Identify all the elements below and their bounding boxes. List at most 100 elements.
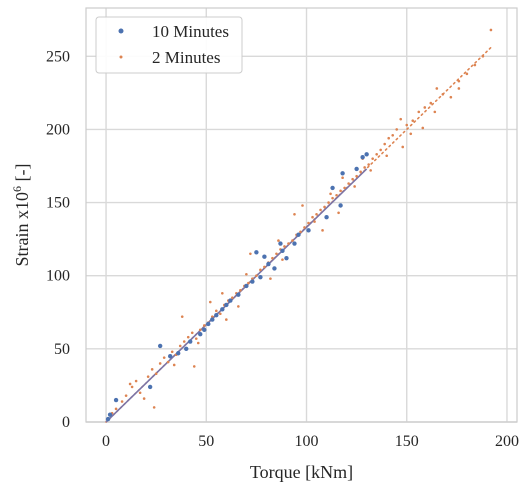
data-point-10-minutes bbox=[364, 152, 369, 157]
data-point-2-minutes bbox=[162, 356, 166, 359]
legend-marker-2-minutes bbox=[119, 55, 123, 59]
x-tick-label: 50 bbox=[198, 433, 214, 450]
y-tick-label: 50 bbox=[54, 341, 70, 358]
data-point-2-minutes bbox=[307, 221, 310, 225]
data-point-2-minutes bbox=[457, 79, 461, 83]
data-point-10-minutes bbox=[167, 353, 173, 359]
y-axis-label-tail: [-] bbox=[12, 164, 32, 186]
data-point-10-minutes bbox=[360, 155, 365, 160]
data-point-2-minutes bbox=[371, 157, 374, 160]
data-point-2-minutes bbox=[291, 239, 294, 242]
data-point-2-minutes bbox=[178, 344, 182, 348]
x-tick-label: 150 bbox=[395, 433, 419, 450]
data-point-2-minutes bbox=[134, 379, 138, 383]
data-point-2-minutes bbox=[327, 201, 330, 204]
data-point-10-minutes bbox=[214, 313, 219, 318]
data-point-10-minutes bbox=[272, 266, 277, 271]
data-point-2-minutes bbox=[154, 372, 158, 376]
data-point-2-minutes bbox=[395, 128, 399, 131]
y-tick-label: 100 bbox=[46, 268, 70, 285]
data-point-2-minutes bbox=[355, 174, 358, 178]
tick-labels: 0 50 100 150 200 0 50 100 150 200 250 bbox=[46, 48, 519, 450]
data-point-2-minutes bbox=[150, 368, 154, 371]
data-point-2-minutes bbox=[299, 230, 302, 234]
data-point-2-minutes bbox=[114, 407, 118, 411]
data-point-10-minutes bbox=[284, 255, 289, 261]
y-tick-label: 150 bbox=[46, 195, 70, 212]
data-point-2-minutes bbox=[124, 394, 128, 397]
data-point-2-minutes bbox=[351, 177, 354, 181]
data-point-2-minutes bbox=[219, 312, 222, 316]
data-point-10-minutes bbox=[280, 248, 285, 254]
data-point-2-minutes bbox=[146, 375, 150, 378]
data-point-10-minutes bbox=[210, 317, 215, 322]
data-point-2-minutes bbox=[323, 205, 326, 209]
data-point-2-minutes bbox=[158, 362, 162, 365]
data-point-2-minutes bbox=[196, 341, 200, 345]
data-point-2-minutes bbox=[417, 110, 421, 114]
data-point-10-minutes bbox=[147, 384, 153, 390]
data-point-2-minutes bbox=[263, 265, 266, 269]
y-tick-label: 250 bbox=[46, 48, 70, 65]
data-point-10-minutes bbox=[236, 292, 241, 297]
data-point-2-minutes bbox=[441, 93, 445, 96]
data-point-2-minutes bbox=[277, 239, 280, 242]
data-point-2-minutes bbox=[387, 136, 391, 140]
data-point-2-minutes bbox=[190, 331, 194, 335]
data-point-2-minutes bbox=[237, 305, 240, 308]
data-point-2-minutes bbox=[259, 268, 262, 272]
data-point-2-minutes bbox=[215, 309, 218, 313]
data-point-2-minutes bbox=[186, 335, 190, 339]
data-point-2-minutes bbox=[435, 87, 439, 90]
data-point-2-minutes bbox=[353, 185, 356, 188]
data-point-2-minutes bbox=[281, 258, 284, 261]
data-point-2-minutes bbox=[391, 133, 395, 137]
y-axis-label-main: Strain x10 bbox=[12, 192, 32, 267]
data-point-2-minutes bbox=[421, 126, 425, 130]
data-point-2-minutes bbox=[429, 101, 433, 105]
data-point-2-minutes bbox=[269, 277, 272, 280]
legend-label-10-minutes: 10 Minutes bbox=[152, 22, 229, 41]
data-point-2-minutes bbox=[331, 196, 334, 200]
legend-box bbox=[95, 16, 243, 74]
axes-frame bbox=[85, 7, 518, 423]
data-point-10-minutes bbox=[306, 228, 311, 233]
data-point-2-minutes bbox=[231, 296, 234, 299]
data-point-2-minutes bbox=[385, 154, 388, 158]
data-point-10-minutes bbox=[296, 232, 301, 237]
data-point-10-minutes bbox=[278, 241, 283, 246]
data-point-2-minutes bbox=[311, 215, 314, 219]
data-layer bbox=[105, 28, 493, 423]
data-point-2-minutes bbox=[225, 318, 228, 321]
data-point-2-minutes bbox=[319, 208, 322, 212]
data-point-2-minutes bbox=[359, 170, 362, 174]
data-point-2-minutes bbox=[128, 382, 132, 386]
data-point-2-minutes bbox=[347, 182, 350, 185]
data-point-2-minutes bbox=[247, 281, 250, 285]
data-point-2-minutes bbox=[489, 28, 493, 32]
data-point-2-minutes bbox=[375, 152, 378, 156]
data-point-10-minutes bbox=[250, 279, 255, 284]
data-point-2-minutes bbox=[138, 391, 142, 395]
plot-background bbox=[86, 8, 517, 422]
x-axis-label: Torque [kNm] bbox=[250, 462, 353, 482]
y-tick-label: 200 bbox=[46, 121, 70, 138]
legend-label-2-minutes: 2 Minutes bbox=[152, 48, 220, 67]
legend-marker-10-minutes bbox=[118, 28, 124, 34]
data-point-2-minutes bbox=[198, 328, 202, 332]
x-tick-label: 100 bbox=[295, 433, 319, 450]
data-point-2-minutes bbox=[142, 397, 146, 400]
data-point-2-minutes bbox=[275, 252, 278, 256]
data-point-2-minutes bbox=[208, 300, 212, 304]
data-point-10-minutes bbox=[354, 166, 359, 172]
data-point-2-minutes bbox=[369, 169, 372, 172]
data-point-2-minutes bbox=[367, 163, 370, 166]
data-point-10-minutes bbox=[220, 307, 225, 312]
data-point-2-minutes bbox=[343, 186, 346, 190]
data-point-2-minutes bbox=[192, 365, 196, 368]
data-point-2-minutes bbox=[180, 315, 184, 318]
data-point-2-minutes bbox=[457, 87, 461, 90]
data-point-2-minutes bbox=[194, 337, 198, 340]
data-point-2-minutes bbox=[473, 63, 477, 67]
